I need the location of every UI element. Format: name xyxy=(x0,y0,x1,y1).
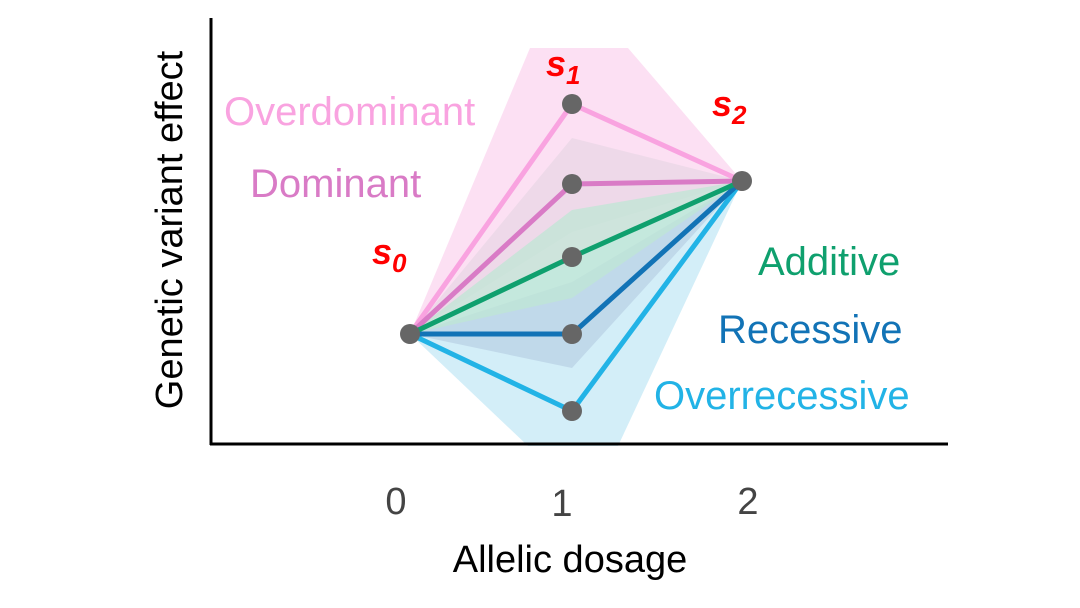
points xyxy=(400,94,752,421)
y-axis-title: Genetic variant effect xyxy=(149,50,191,409)
point-recessive-s1 xyxy=(562,324,582,344)
overrecessive-label: Overrecessive xyxy=(654,374,910,418)
x-tick-labels: 0 1 2 xyxy=(385,481,758,525)
state-s0-label: s0 xyxy=(372,231,407,278)
state-s1-label: s1 xyxy=(546,43,581,90)
x-axis-title: Allelic dosage xyxy=(453,539,687,581)
additive-label: Additive xyxy=(758,240,900,284)
dominant-label: Dominant xyxy=(250,162,421,206)
point-dominant-s1 xyxy=(562,174,582,194)
x-tick-0: 0 xyxy=(385,481,406,523)
recessive-label: Recessive xyxy=(718,308,903,352)
state-s2-label: s2 xyxy=(712,83,747,130)
point-overdominant-s1 xyxy=(562,94,582,114)
overdominant-label: Overdominant xyxy=(224,90,475,134)
point-s2 xyxy=(732,171,752,191)
point-overrecessive-s1 xyxy=(562,401,582,421)
state-labels: s0 s1 s2 xyxy=(372,43,747,278)
model-labels: Overdominant Dominant Additive Recessive… xyxy=(224,90,910,418)
point-s0 xyxy=(400,324,420,344)
recessive-band xyxy=(410,181,742,368)
point-additive-s1 xyxy=(562,247,582,267)
axes xyxy=(209,18,948,446)
dominant-band xyxy=(410,138,742,334)
x-tick-1: 1 xyxy=(551,483,572,525)
x-tick-2: 2 xyxy=(737,481,758,523)
